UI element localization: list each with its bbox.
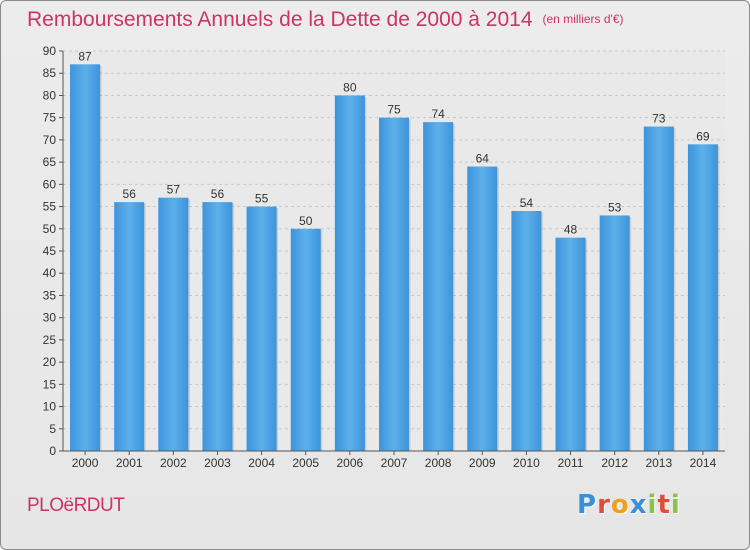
x-tick-label: 2008: [425, 456, 452, 470]
bar-2003: [202, 202, 233, 451]
bar-value-label: 53: [608, 200, 622, 214]
bar-2007: [379, 117, 409, 452]
y-tick-label: 65: [43, 155, 57, 169]
logo-letter: P: [577, 490, 598, 520]
bar-value-label: 64: [476, 152, 490, 166]
y-tick-label: 15: [43, 377, 57, 391]
proxiti-logo[interactable]: Proxiti: [577, 490, 681, 520]
x-tick-label: 2006: [337, 456, 364, 470]
y-tick-label: 45: [43, 244, 57, 258]
commune-name: PLOëRDUT: [27, 495, 125, 516]
bar-2000: [70, 64, 101, 452]
x-tick-label: 2014: [690, 456, 717, 470]
bar-2002: [158, 197, 189, 451]
y-tick-label: 20: [43, 355, 57, 369]
bar-value-label: 50: [299, 214, 313, 228]
y-tick-label: 70: [43, 133, 57, 147]
bar-2011: [555, 237, 586, 451]
x-tick-label: 2003: [204, 456, 231, 470]
bar-value-label: 87: [78, 49, 92, 63]
x-tick-label: 2000: [72, 456, 99, 470]
bar-layer: 87 56 57 56 55 50 80 75 74 64 54 48 53 73 69: [70, 49, 720, 452]
y-tick-label: 0: [49, 444, 56, 458]
logo-letter: o: [610, 490, 630, 520]
bar-value-label: 54: [520, 196, 534, 210]
bar-2008: [423, 122, 454, 451]
bar-value-label: 56: [211, 187, 225, 201]
x-tick-label: 2012: [601, 456, 628, 470]
x-tick-label: 2005: [292, 456, 319, 470]
bar-2004: [246, 206, 277, 451]
bar-2005: [290, 228, 321, 451]
y-tick-label: 85: [43, 66, 57, 80]
chart-title: Remboursements Annuels de la Dette de 20…: [27, 8, 624, 32]
x-tick-label: 2010: [513, 456, 540, 470]
bar-value-label: 56: [123, 187, 137, 201]
chart-title-text: Remboursements Annuels de la Dette de 20…: [27, 8, 533, 31]
y-tick-label: 80: [43, 88, 57, 102]
bar-2014: [687, 144, 718, 452]
bar-2012: [599, 215, 630, 451]
bar-2006: [334, 95, 365, 451]
y-tick-label: 10: [43, 400, 57, 414]
x-tick-label: 2002: [160, 456, 187, 470]
bar-value-label: 69: [696, 129, 710, 143]
x-tick-label: 2004: [248, 456, 275, 470]
bar-value-label: 80: [343, 80, 357, 94]
x-tick-label: 2007: [381, 456, 408, 470]
x-tick-label: 2011: [558, 456, 584, 470]
x-tick-label: 2013: [645, 456, 672, 470]
y-tick-label: 40: [43, 266, 57, 280]
y-tick-label: 5: [49, 422, 56, 436]
logo-letter: x: [629, 490, 648, 520]
bar-value-label: 75: [387, 103, 401, 117]
x-tick-label: 2001: [116, 456, 143, 470]
logo-letter: r: [597, 490, 611, 520]
bar-2001: [114, 202, 145, 451]
y-tick-label: 90: [43, 44, 57, 58]
y-tick-label: 35: [43, 288, 57, 302]
bar-value-label: 57: [167, 183, 181, 197]
bar-2010: [511, 211, 542, 451]
logo-letter: i: [670, 490, 681, 520]
bar-2009: [467, 166, 498, 452]
unit-note: (en milliers d'€): [542, 12, 624, 26]
logo-letter: i: [647, 490, 658, 520]
y-tick-label: 60: [43, 177, 57, 191]
bar-value-label: 74: [431, 107, 445, 121]
x-tick-label: 2009: [469, 456, 496, 470]
y-tick-label: 75: [43, 111, 57, 125]
bar-value-label: 73: [652, 112, 666, 126]
bar-2013: [643, 126, 674, 452]
logo-letter: t: [657, 490, 671, 520]
y-tick-label: 50: [43, 222, 57, 236]
y-tick-label: 55: [43, 200, 57, 214]
y-tick-label: 30: [43, 311, 57, 325]
y-tick-label: 25: [43, 333, 57, 347]
bar-value-label: 48: [564, 223, 578, 237]
bar-value-label: 55: [255, 192, 269, 206]
axis-layer: 0 5 10 15 20 25 30 35 40 45 50 55 60 65 70 75 80 85 90 2000…: [43, 44, 725, 470]
